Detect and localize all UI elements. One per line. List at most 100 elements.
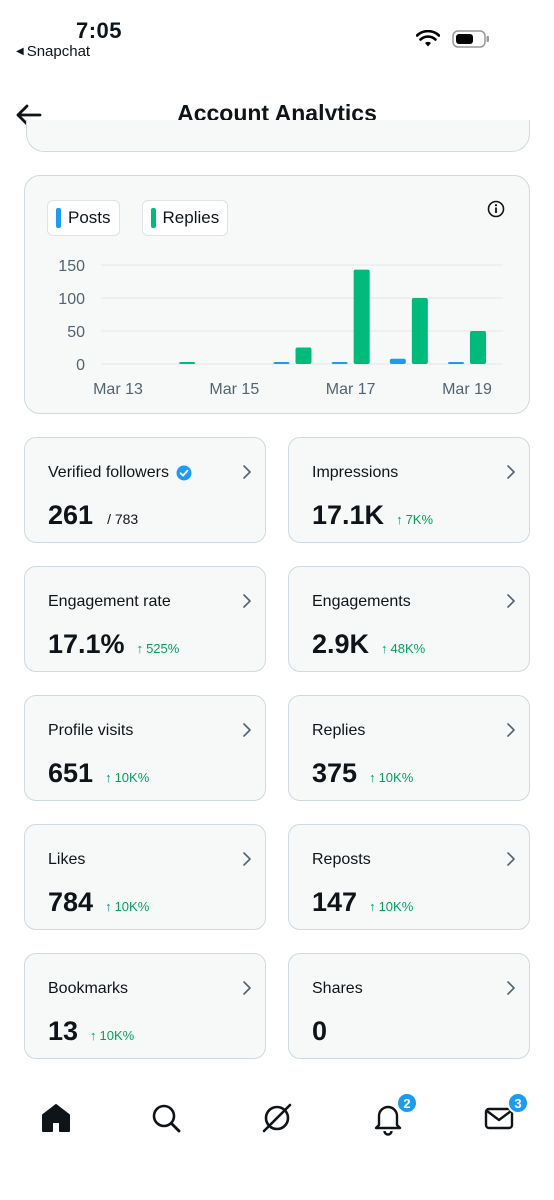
tab-home[interactable]	[38, 1100, 74, 1136]
stat-card-impressions[interactable]: Impressions 17.1K ↑ 7K%	[288, 437, 530, 543]
stat-value: 17.1K	[312, 500, 385, 530]
y-tick-label: 0	[76, 357, 85, 374]
stat-label-text: Verified followers	[48, 464, 169, 481]
stat-card-profile-visits[interactable]: Profile visits 651 ↑ 10K%	[24, 695, 266, 801]
legend-posts[interactable]: Posts	[47, 200, 120, 236]
bar-replies-mar-16[interactable]	[295, 347, 312, 365]
stat-change: ↑ 10K%	[105, 899, 149, 914]
stat-change: ↑ 10K%	[90, 1028, 134, 1043]
legend-replies-swatch	[150, 208, 156, 228]
messages-badge: 3	[507, 1092, 529, 1114]
stat-value: 147	[312, 887, 358, 917]
stat-value-row: 651 ↑ 10K%	[48, 758, 149, 789]
arrow-up-icon: ↑	[369, 899, 376, 914]
stat-label: Likes	[48, 851, 85, 869]
x-tick-label: Mar 19	[442, 381, 492, 398]
stat-card-engagement-rate[interactable]: Engagement rate 17.1% ↑ 525%	[24, 566, 266, 672]
arrow-up-icon: ↑	[381, 641, 388, 656]
stat-value-row: 2.9K ↑ 48K%	[312, 629, 425, 660]
previous-card-edge	[26, 120, 530, 152]
stat-change: ↑ 10K%	[369, 770, 413, 785]
status-time: 7:05	[76, 18, 123, 43]
bar-replies-mar-19[interactable]	[470, 331, 486, 364]
arrow-up-icon: ↑	[105, 770, 112, 785]
legend-replies[interactable]: Replies	[141, 200, 229, 236]
legend-posts-swatch	[56, 208, 61, 228]
back-app-label: Snapchat	[26, 43, 91, 60]
stat-change-value: 525%	[146, 641, 180, 656]
chevron-right-icon	[507, 981, 515, 995]
stat-change-value: 10K%	[378, 770, 414, 785]
chevron-right-icon	[507, 723, 515, 737]
stat-label-text: Likes	[48, 851, 86, 868]
bar-posts-mar-17[interactable]	[331, 362, 348, 364]
stat-value-row: 784 ↑ 10K%	[48, 887, 149, 918]
stat-card-verified-followers[interactable]: Verified followers 261 / 783	[24, 437, 266, 543]
info-icon[interactable]	[487, 200, 505, 218]
x-tick-label: Mar 17	[326, 381, 376, 398]
stat-change-value: 10K%	[378, 899, 414, 914]
chevron-right-icon	[243, 981, 251, 995]
stat-card-bookmarks[interactable]: Bookmarks 13 ↑ 10K%	[24, 953, 266, 1059]
stat-total: / 783	[107, 511, 139, 527]
notifications-badge: 2	[396, 1092, 418, 1114]
chevron-right-icon	[243, 723, 251, 737]
stat-card-likes[interactable]: Likes 784 ↑ 10K%	[24, 824, 266, 930]
chevron-right-icon	[507, 852, 515, 866]
search-icon	[152, 1104, 181, 1133]
bar-replies-mar-17[interactable]	[353, 269, 370, 364]
tab-messages[interactable]: 3	[481, 1092, 529, 1136]
bar-replies-mar-18[interactable]	[411, 298, 428, 364]
arrow-up-icon: ↑	[136, 641, 144, 656]
bar-posts-mar-19[interactable]	[448, 362, 464, 364]
stat-label: Reposts	[312, 851, 371, 869]
stat-card-shares[interactable]: Shares 0	[288, 953, 530, 1059]
wifi-icon	[416, 30, 440, 47]
stat-value: 2.9K	[312, 629, 370, 659]
stat-value-row: 17.1K ↑ 7K%	[312, 500, 433, 531]
bar-posts-mar-16[interactable]	[273, 362, 290, 364]
activity-bar-chart: 150 100 50 0 Mar 13 Mar 15 Mar 17 Mar 19	[58, 258, 503, 398]
bar-replies-mar-14[interactable]	[179, 362, 196, 364]
verified-badge-icon	[176, 465, 192, 481]
legend-replies-label: Replies	[162, 208, 220, 227]
stat-value-row: 13 ↑ 10K%	[48, 1016, 134, 1047]
tab-search[interactable]	[148, 1100, 184, 1136]
stat-change-value: 10K%	[114, 899, 150, 914]
stat-change: ↑ 525%	[137, 641, 180, 656]
arrow-up-icon: ↑	[105, 899, 112, 914]
stat-label: Profile visits	[48, 722, 133, 740]
stat-change: ↑ 7K%	[396, 512, 433, 527]
stat-value: 784	[48, 887, 94, 917]
back-to-app-link[interactable]: ◀ Snapchat	[16, 43, 90, 60]
stat-label-text: Profile visits	[48, 722, 134, 739]
stat-card-engagements[interactable]: Engagements 2.9K ↑ 48K%	[288, 566, 530, 672]
stat-label-text: Engagements	[312, 593, 411, 610]
arrow-left-icon[interactable]	[14, 100, 44, 130]
status-icons	[416, 30, 490, 48]
battery-icon	[452, 30, 489, 48]
y-tick-label: 100	[58, 291, 85, 308]
x-tick-label: Mar 13	[93, 381, 143, 398]
legend-posts-label: Posts	[68, 208, 111, 227]
stat-change: ↑ 10K%	[369, 899, 413, 914]
tab-notifications[interactable]: 2	[370, 1092, 418, 1136]
stat-card-replies[interactable]: Replies 375 ↑ 10K%	[288, 695, 530, 801]
stat-value-row: 375 ↑ 10K%	[312, 758, 413, 789]
stat-label-text: Bookmarks	[48, 980, 129, 997]
arrow-up-icon: ↑	[369, 770, 376, 785]
chevron-right-icon	[507, 594, 515, 608]
stat-label-text: Replies	[312, 722, 366, 739]
home-icon	[42, 1104, 70, 1132]
stat-card-reposts[interactable]: Reposts 147 ↑ 10K%	[288, 824, 530, 930]
stat-value-row: 147 ↑ 10K%	[312, 887, 413, 918]
stat-value: 17.1%	[48, 629, 125, 659]
bar-posts-mar-18[interactable]	[389, 358, 406, 364]
stat-label: Verified followers	[48, 464, 192, 482]
arrow-up-icon: ↑	[396, 512, 403, 527]
stat-value: 0	[312, 1016, 328, 1046]
grok-icon	[262, 1103, 292, 1133]
tab-grok[interactable]	[259, 1100, 295, 1136]
back-triangle-icon: ◀	[16, 46, 24, 57]
stat-label-text: Engagement rate	[48, 593, 171, 610]
